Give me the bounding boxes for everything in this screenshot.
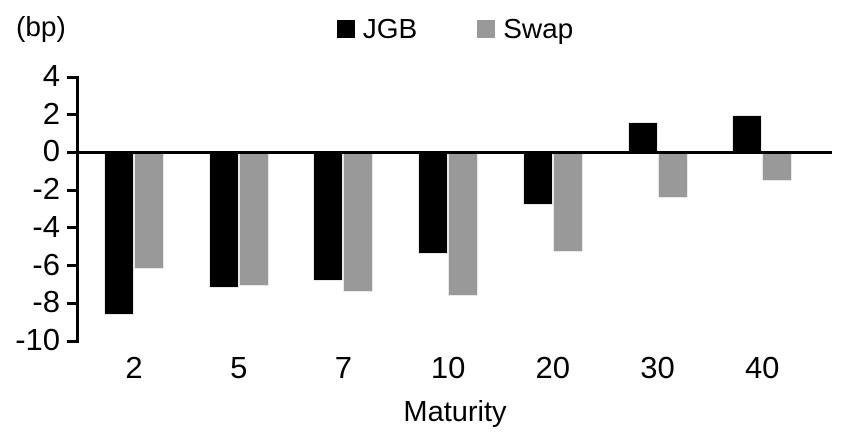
bar-jgb-2 (104, 152, 134, 315)
bar-jgb-5 (208, 152, 239, 289)
y-tick-label: 0 (42, 133, 60, 169)
y-tick (67, 75, 77, 79)
bar-swap-20 (552, 152, 583, 253)
y-tick-label: -10 (15, 322, 60, 357)
y-tick-label: -2 (32, 171, 60, 207)
bar-swap-2 (134, 152, 164, 270)
bar-jgb-20 (522, 152, 553, 206)
bar-swap-40 (762, 152, 793, 181)
y-tick (67, 188, 77, 192)
y-tick (67, 264, 77, 268)
legend: JGB Swap (78, 14, 832, 44)
plot-area: 2 5 7 10 20 30 40 (67, 75, 832, 385)
legend-item-jgb: JGB (336, 13, 418, 44)
x-category-label: 5 (230, 350, 248, 385)
bar-jgb-7 (313, 152, 344, 281)
bar-swap-7 (343, 152, 374, 292)
y-tick-label: 2 (42, 95, 60, 131)
y-tick (67, 226, 77, 230)
x-axis-title: Maturity (403, 396, 507, 428)
y-tick-label: -8 (32, 284, 60, 320)
bar-jgb-10 (418, 152, 449, 255)
bar-jgb-40 (732, 114, 763, 153)
x-category-label: 20 (535, 350, 571, 385)
swap-swatch-icon (477, 20, 496, 38)
x-category-label: 30 (640, 350, 675, 385)
jgb-swatch-icon (336, 20, 355, 38)
y-axis-line (76, 76, 79, 343)
y-tick (67, 113, 77, 117)
bar-swap-5 (238, 152, 269, 287)
y-tick (67, 301, 77, 305)
y-tick (67, 150, 77, 154)
legend-label-swap: Swap (503, 13, 574, 44)
y-tick-label: -4 (32, 208, 60, 244)
y-tick (67, 339, 77, 343)
bar-swap-30 (657, 152, 688, 198)
x-category-label: 7 (334, 350, 353, 385)
legend-label-jgb: JGB (362, 13, 418, 44)
legend-item-swap: Swap (477, 14, 573, 44)
x-category-label: 40 (744, 350, 780, 385)
bar-swap-10 (448, 152, 479, 296)
y-tick-label: 4 (42, 58, 60, 93)
zero-line (76, 150, 832, 154)
x-category-label: 2 (125, 350, 143, 385)
y-tick-label: -6 (32, 246, 60, 282)
y-axis-unit-label: (bp) (16, 11, 66, 42)
x-category-label: 10 (430, 350, 466, 385)
bar-jgb-30 (627, 122, 658, 153)
